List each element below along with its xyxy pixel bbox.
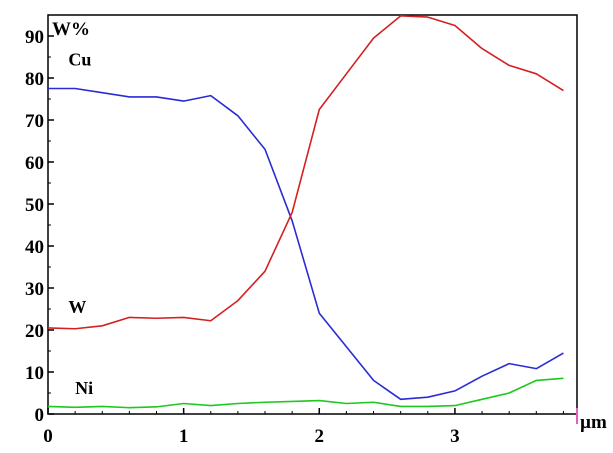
y-tick-label: 20 [25, 321, 44, 342]
series-label-w: W [68, 297, 86, 317]
y-tick-label: 0 [35, 405, 45, 426]
y-tick-label: 10 [25, 363, 44, 384]
x-tick-label: 3 [450, 426, 460, 447]
y-tick-label: 90 [25, 27, 44, 48]
y-tick-label: 60 [25, 153, 44, 174]
series-line-ni [47, 377, 564, 409]
axes: 0 10 20 30 40 50 60 70 80 90 0 1 2 3 [25, 14, 578, 447]
labels: W% µm Cu W Ni [52, 19, 607, 433]
series-label-cu: Cu [68, 49, 91, 69]
y-axis-label: W% [52, 19, 90, 40]
x-tick-label: 2 [315, 426, 325, 447]
y-tick-label: 80 [25, 69, 44, 90]
y-tick-label: 40 [25, 237, 44, 258]
plot-frame [47, 14, 578, 415]
x-tick-label: 0 [43, 426, 53, 447]
x-axis-label: µm [580, 412, 607, 433]
series-line-w [47, 15, 564, 330]
y-tick-label: 50 [25, 195, 44, 216]
series-line-cu [48, 87, 564, 401]
y-tick-label: 30 [25, 279, 44, 300]
series-lines [47, 15, 564, 409]
series-label-ni: Ni [75, 378, 93, 398]
y-tick-label: 70 [25, 111, 44, 132]
x-tick-label: 1 [179, 426, 189, 447]
